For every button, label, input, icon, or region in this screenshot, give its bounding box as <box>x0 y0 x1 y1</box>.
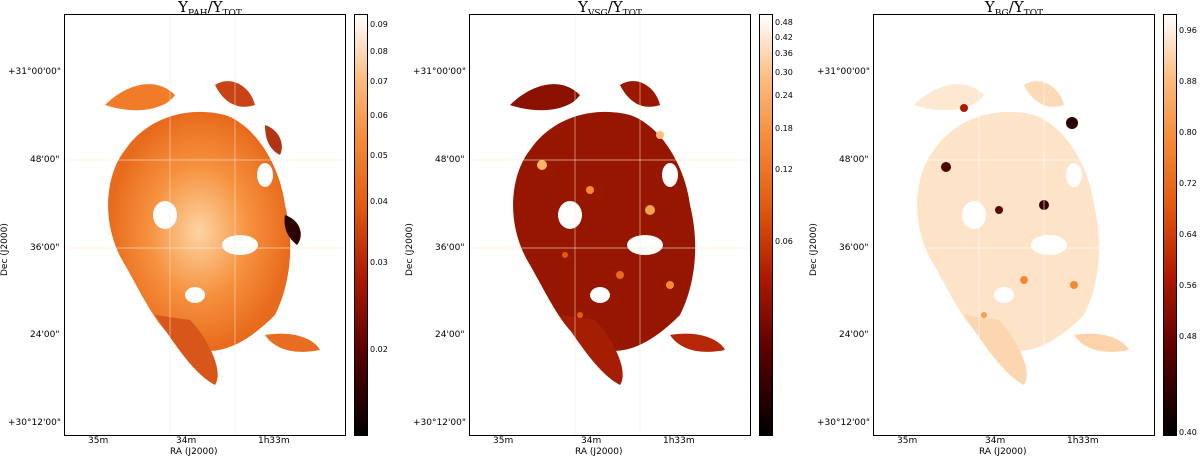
sky-map-vsg <box>470 15 750 435</box>
colorbar-tick: 0.18 <box>775 124 793 133</box>
xtick: 34m <box>581 436 602 446</box>
x-axis-label: RA (J2000) <box>170 447 218 457</box>
panel-vsg: YVSG/YTOT +31°00'00" 48'00" <box>405 0 805 459</box>
y-axis-label: Dec (J2000) <box>809 223 819 276</box>
xtick: 35m <box>493 436 514 446</box>
xtick: 34m <box>985 436 1006 446</box>
ytick: +30°12'00" <box>413 418 467 428</box>
colorbar <box>759 14 773 436</box>
colorbar-tick: 0.06 <box>370 111 388 120</box>
map-frame <box>469 14 751 436</box>
colorbar-tick: 0.12 <box>775 165 793 174</box>
colorbar-tick: 0.72 <box>1179 179 1197 188</box>
colorbar <box>354 14 368 436</box>
colorbar-tick: 0.48 <box>775 18 793 27</box>
colorbar-tick: 0.04 <box>370 197 388 206</box>
ytick: 48'00" <box>435 155 465 165</box>
ytick: +31°00'00" <box>8 67 62 77</box>
map-frame <box>64 14 346 436</box>
sky-map-bg <box>874 15 1154 435</box>
ytick: +30°12'00" <box>8 418 62 428</box>
colorbar-tick: 0.06 <box>775 237 793 246</box>
colorbar-tick: 0.07 <box>370 77 388 86</box>
sky-map-pah <box>65 15 345 435</box>
colorbar-tick: 0.88 <box>1179 77 1197 86</box>
map-frame <box>873 14 1155 436</box>
x-axis-label: RA (J2000) <box>979 447 1027 457</box>
colorbar-tick: 0.36 <box>775 49 793 58</box>
ytick: 48'00" <box>839 155 869 165</box>
ytick: 36'00" <box>839 243 869 253</box>
ytick: +30°12'00" <box>817 418 871 428</box>
panel-pah: YPAH/YTOT <box>0 0 400 459</box>
colorbar-tick: 0.40 <box>1179 428 1197 437</box>
colorbar-tick: 0.64 <box>1179 230 1197 239</box>
y-axis-label: Dec (J2000) <box>405 223 415 276</box>
ytick: 24'00" <box>435 330 465 340</box>
colorbar-tick: 0.08 <box>370 47 388 56</box>
xtick: 35m <box>897 436 918 446</box>
ytick: 36'00" <box>435 243 465 253</box>
xtick: 1h33m <box>1067 436 1099 446</box>
colorbar-tick: 0.80 <box>1179 128 1197 137</box>
y-axis-label: Dec (J2000) <box>0 223 10 276</box>
colorbar-tick: 0.48 <box>1179 332 1197 341</box>
colorbar-tick: 0.09 <box>370 20 388 29</box>
ytick: 36'00" <box>30 243 60 253</box>
colorbar-tick: 0.03 <box>370 258 388 267</box>
ytick: +31°00'00" <box>817 67 871 77</box>
colorbar-tick: 0.96 <box>1179 26 1197 35</box>
colorbar-tick: 0.02 <box>370 345 388 354</box>
panel-bg: YBG/YTOT +31°00'00" 48'00" 3 <box>809 0 1200 459</box>
ytick: 24'00" <box>839 330 869 340</box>
ytick: 48'00" <box>30 155 60 165</box>
ytick: +31°00'00" <box>413 67 467 77</box>
x-axis-label: RA (J2000) <box>575 447 623 457</box>
colorbar <box>1163 14 1177 436</box>
xtick: 1h33m <box>258 436 290 446</box>
xtick: 1h33m <box>663 436 695 446</box>
xtick: 35m <box>88 436 109 446</box>
ytick: 24'00" <box>30 330 60 340</box>
colorbar-tick: 0.30 <box>775 68 793 77</box>
colorbar-tick: 0.56 <box>1179 281 1197 290</box>
colorbar-tick: 0.24 <box>775 91 793 100</box>
colorbar-tick: 0.05 <box>370 151 388 160</box>
colorbar-tick: 0.42 <box>775 33 793 42</box>
xtick: 34m <box>176 436 197 446</box>
